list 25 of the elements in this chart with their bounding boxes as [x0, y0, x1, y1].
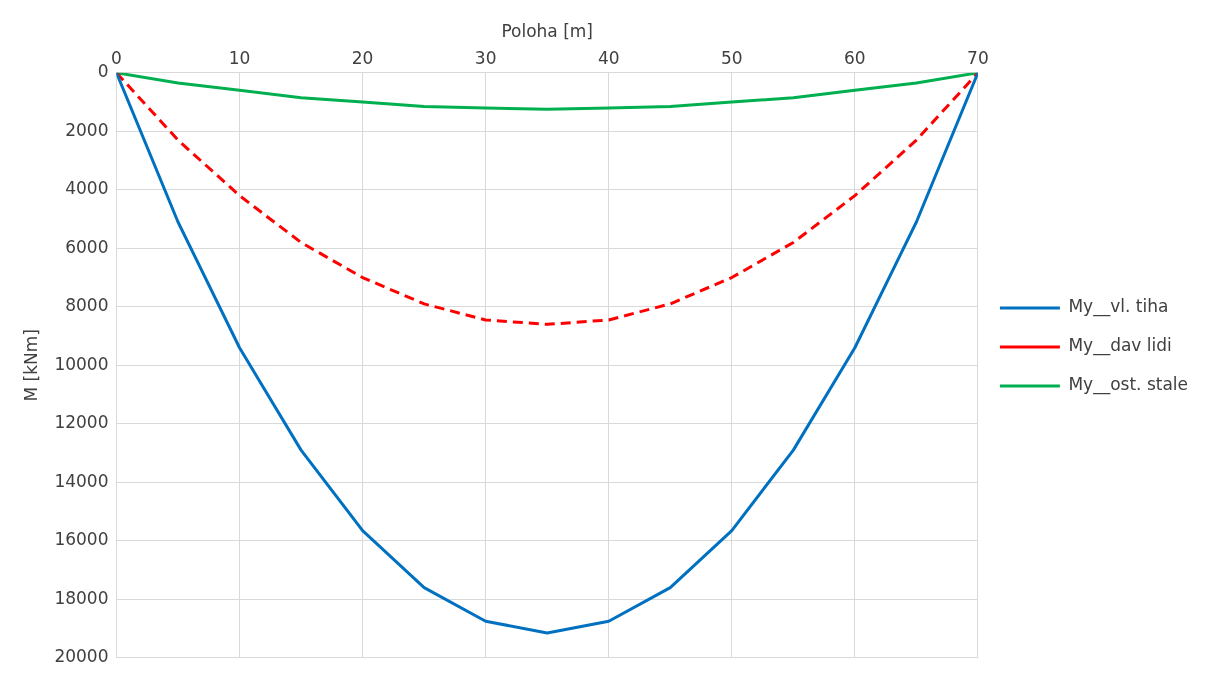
legend-label: My__vl. tiha: [1068, 296, 1169, 318]
y-tick-label: 10000: [54, 353, 109, 374]
y-tick-label: 6000: [65, 236, 109, 257]
y-tick-label: 8000: [65, 295, 109, 316]
x-tick-label: 70: [967, 48, 989, 69]
x-tick-label: 20: [351, 48, 374, 69]
y-tick-label: 12000: [54, 412, 109, 433]
x-tick-label: 50: [720, 48, 743, 69]
x-tick-label: 10: [228, 48, 251, 69]
y-tick-label: 14000: [54, 470, 109, 491]
y-tick-label: 4000: [65, 178, 109, 199]
line-series: [116, 72, 978, 326]
x-tick-label: 60: [844, 48, 866, 69]
x-tick-label: 0: [111, 48, 122, 69]
y-tick-label: 20000: [54, 646, 109, 667]
x-axis-title: Poloha [m]: [501, 20, 593, 41]
y-tick-label: 2000: [65, 119, 109, 140]
legend-label: My__ost. stale: [1068, 374, 1189, 396]
x-tick-label: 30: [474, 48, 497, 69]
y-axis-title: M [kNm]: [20, 329, 41, 402]
x-tick-label: 40: [597, 48, 620, 69]
y-tick-label: 0: [97, 61, 109, 82]
y-tick-label: 16000: [54, 529, 109, 550]
y-tick-label: 18000: [54, 587, 109, 608]
legend-label: My__dav lidi: [1068, 335, 1172, 357]
